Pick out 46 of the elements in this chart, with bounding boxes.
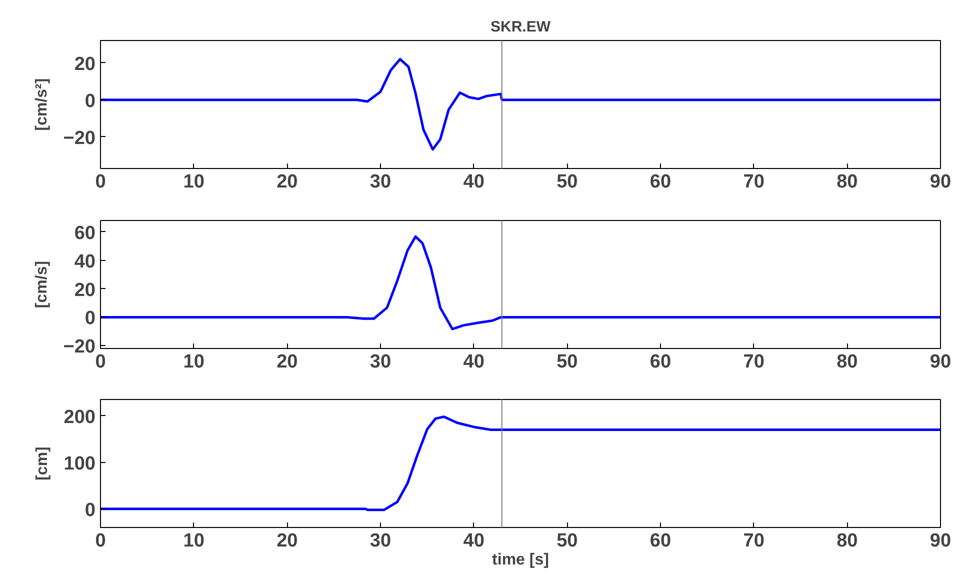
x-tick-label: 10 xyxy=(183,352,204,372)
y-tick-label: −20 xyxy=(63,336,96,358)
x-tick-label: 30 xyxy=(370,352,392,372)
y-tick-label: 60 xyxy=(74,222,96,244)
x-tick-label: 30 xyxy=(370,172,392,192)
y-tick-label: 40 xyxy=(74,251,96,272)
x-tick-label: 10 xyxy=(183,530,204,552)
y-tick-label: 20 xyxy=(74,280,96,301)
x-tick-label: 70 xyxy=(743,530,764,552)
line-series xyxy=(100,235,940,330)
y-axis-title: [cm/s] xyxy=(33,260,50,308)
y-tick-label: −20 xyxy=(63,128,96,149)
chart-title: SKR.EW xyxy=(490,18,552,36)
x-tick-label: 80 xyxy=(836,352,858,372)
x-tick-label: 20 xyxy=(276,172,298,192)
y-tick-label: 0 xyxy=(84,90,96,112)
x-tick-label: 50 xyxy=(556,530,578,552)
y-tick-label: 0 xyxy=(84,308,96,330)
x-tick-label: 40 xyxy=(463,530,484,552)
x-tick-label: 10 xyxy=(183,172,204,192)
line-series xyxy=(100,58,940,151)
x-tick-label: 80 xyxy=(836,172,858,192)
x-tick-label: 30 xyxy=(370,530,392,552)
x-tick-label: 90 xyxy=(930,352,952,372)
y-tick-label: 200 xyxy=(64,406,96,428)
y-tick-label: 100 xyxy=(64,453,96,474)
x-tick-label: 20 xyxy=(276,530,298,552)
y-axis-title: [cm] xyxy=(34,446,51,480)
x-tick-label: 90 xyxy=(930,530,952,552)
x-tick-label: 70 xyxy=(743,352,764,372)
x-tick-label: 80 xyxy=(836,530,858,552)
x-tick-label: 40 xyxy=(463,172,484,192)
x-tick-label: 20 xyxy=(276,352,298,372)
x-tick-label: 60 xyxy=(650,530,672,552)
line-series xyxy=(100,415,940,512)
y-tick-label: 20 xyxy=(74,54,96,75)
x-tick-label: 50 xyxy=(556,352,578,372)
x-tick-label: 40 xyxy=(463,352,484,372)
y-axis-title: [cm/s²] xyxy=(33,78,50,131)
x-tick-label: 90 xyxy=(930,172,952,192)
y-tick-label: 0 xyxy=(84,500,96,521)
x-tick-label: 70 xyxy=(743,172,764,192)
x-tick-label: 60 xyxy=(650,172,672,192)
x-tick-label: 60 xyxy=(650,352,672,372)
x-axis-title: time [s] xyxy=(492,552,549,568)
x-tick-label: 50 xyxy=(556,172,578,192)
